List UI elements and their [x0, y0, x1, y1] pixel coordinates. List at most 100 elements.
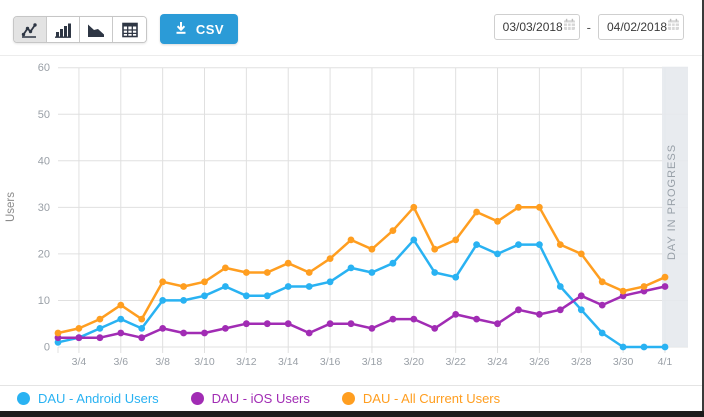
data-point[interactable]: [452, 311, 460, 318]
data-point[interactable]: [180, 283, 188, 290]
data-point[interactable]: [222, 325, 229, 332]
csv-download-button[interactable]: CSV: [160, 14, 238, 44]
data-point[interactable]: [515, 241, 522, 249]
data-point[interactable]: [598, 278, 606, 286]
data-point[interactable]: [536, 311, 543, 318]
data-point[interactable]: [54, 334, 62, 342]
data-point[interactable]: [96, 325, 104, 332]
data-point[interactable]: [389, 227, 397, 235]
data-point[interactable]: [159, 325, 167, 332]
legend-item[interactable]: DAU - iOS Users: [190, 391, 310, 406]
data-point[interactable]: [598, 329, 606, 337]
data-point[interactable]: [389, 259, 397, 267]
data-point[interactable]: [640, 343, 648, 351]
data-point[interactable]: [431, 269, 439, 276]
data-point[interactable]: [347, 236, 355, 244]
data-point[interactable]: [201, 292, 208, 300]
data-point[interactable]: [243, 292, 250, 300]
data-point[interactable]: [326, 320, 334, 328]
data-point[interactable]: [473, 208, 480, 216]
data-point[interactable]: [556, 241, 564, 249]
data-point[interactable]: [305, 329, 313, 337]
data-point[interactable]: [263, 320, 271, 328]
data-point[interactable]: [243, 320, 250, 328]
data-point[interactable]: [577, 306, 585, 314]
calendar-icon[interactable]: [563, 18, 576, 36]
data-point[interactable]: [494, 250, 501, 258]
data-point[interactable]: [180, 329, 188, 337]
data-point[interactable]: [201, 329, 208, 337]
date-to-input[interactable]: 04/02/2018: [598, 14, 684, 40]
table-view-button[interactable]: [113, 17, 146, 42]
data-point[interactable]: [536, 203, 543, 211]
data-point[interactable]: [640, 283, 648, 290]
calendar-icon[interactable]: [667, 18, 680, 36]
data-point[interactable]: [284, 283, 292, 290]
data-point[interactable]: [222, 283, 229, 290]
data-point[interactable]: [452, 273, 460, 281]
data-point[interactable]: [96, 315, 104, 323]
data-point[interactable]: [117, 315, 125, 323]
data-point[interactable]: [473, 315, 480, 323]
data-point[interactable]: [577, 250, 585, 258]
data-point[interactable]: [243, 269, 250, 276]
data-point[interactable]: [619, 287, 627, 295]
data-point[interactable]: [117, 301, 125, 309]
data-point[interactable]: [159, 297, 167, 304]
data-point[interactable]: [473, 241, 480, 249]
data-point[interactable]: [598, 301, 606, 309]
data-point[interactable]: [494, 320, 501, 328]
data-point[interactable]: [117, 329, 125, 337]
data-point[interactable]: [138, 325, 146, 332]
data-point[interactable]: [347, 264, 355, 272]
data-point[interactable]: [431, 245, 439, 253]
data-point[interactable]: [284, 259, 292, 267]
data-point[interactable]: [138, 334, 146, 342]
data-point[interactable]: [661, 343, 669, 351]
data-point[interactable]: [536, 241, 543, 249]
data-point[interactable]: [201, 278, 208, 286]
data-point[interactable]: [556, 283, 564, 290]
data-point[interactable]: [180, 297, 188, 304]
data-point[interactable]: [515, 203, 522, 211]
data-point[interactable]: [661, 273, 669, 281]
data-point[interactable]: [368, 245, 376, 253]
data-point[interactable]: [619, 292, 627, 300]
data-point[interactable]: [96, 334, 104, 342]
data-point[interactable]: [410, 315, 418, 323]
data-point[interactable]: [305, 269, 313, 276]
legend-item[interactable]: DAU - Android Users: [17, 391, 159, 406]
data-point[interactable]: [368, 269, 376, 276]
data-point[interactable]: [515, 306, 522, 314]
date-from-input[interactable]: 03/03/2018: [493, 14, 580, 40]
data-point[interactable]: [54, 329, 62, 337]
series-line: [56, 206, 667, 335]
data-point[interactable]: [452, 236, 460, 244]
data-point[interactable]: [368, 325, 376, 332]
data-point[interactable]: [222, 264, 229, 272]
bar-chart-button[interactable]: [47, 17, 80, 42]
data-point[interactable]: [263, 292, 271, 300]
data-point[interactable]: [75, 325, 83, 332]
data-point[interactable]: [661, 283, 669, 290]
data-point[interactable]: [305, 283, 313, 290]
data-point[interactable]: [494, 217, 501, 225]
data-point[interactable]: [284, 320, 292, 328]
data-point[interactable]: [577, 292, 585, 300]
data-point[interactable]: [347, 320, 355, 328]
data-point[interactable]: [431, 325, 439, 332]
data-point[interactable]: [263, 269, 271, 276]
data-point[interactable]: [619, 343, 627, 351]
data-point[interactable]: [410, 203, 418, 211]
line-chart-button[interactable]: [14, 17, 47, 42]
data-point[interactable]: [326, 278, 334, 286]
data-point[interactable]: [556, 306, 564, 314]
data-point[interactable]: [159, 278, 167, 286]
data-point[interactable]: [138, 315, 146, 323]
data-point[interactable]: [389, 315, 397, 323]
area-chart-button[interactable]: [80, 17, 113, 42]
data-point[interactable]: [75, 334, 83, 342]
data-point[interactable]: [326, 255, 334, 262]
data-point[interactable]: [410, 236, 418, 244]
legend-item[interactable]: DAU - All Current Users: [341, 391, 500, 406]
